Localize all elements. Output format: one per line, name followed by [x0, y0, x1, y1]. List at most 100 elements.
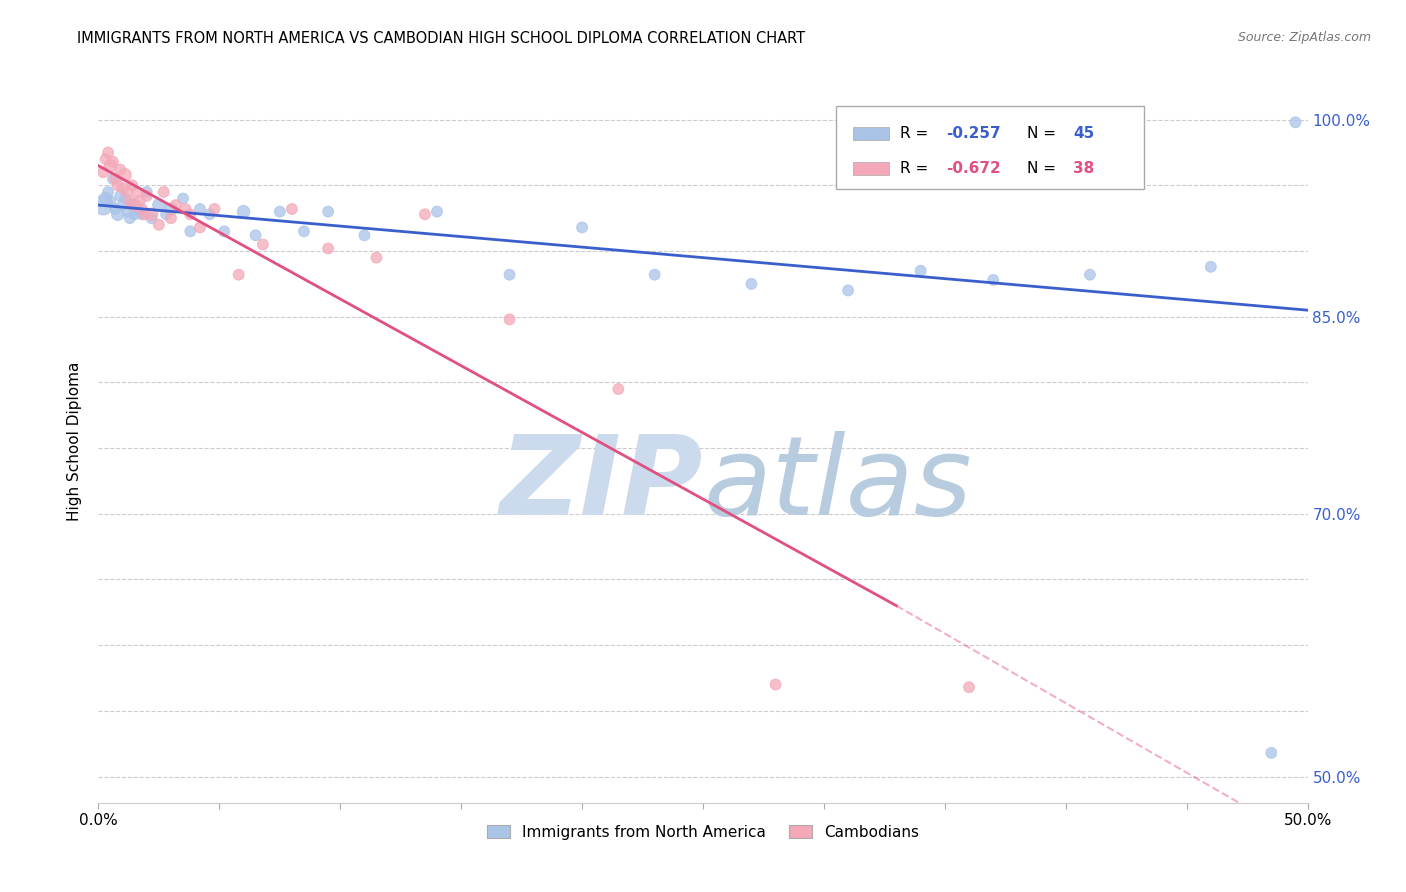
Point [124, 207, 146, 221]
Point [228, 268, 250, 282]
Point [100, 159, 122, 173]
Point [124, 198, 146, 212]
Point [252, 237, 274, 252]
Point [94, 192, 117, 206]
Point [94, 152, 117, 166]
Point [128, 194, 150, 208]
Point [107, 178, 129, 193]
Point [127, 202, 149, 216]
Point [141, 211, 163, 226]
Point [198, 207, 221, 221]
Point [148, 198, 170, 212]
Point [111, 181, 134, 195]
Text: Source: ZipAtlas.com: Source: ZipAtlas.com [1237, 31, 1371, 45]
Point [316, 242, 339, 256]
Point [1199, 260, 1222, 274]
Point [104, 171, 127, 186]
Point [160, 211, 183, 226]
Point [101, 171, 124, 186]
Point [135, 189, 157, 203]
Point [107, 207, 129, 221]
Point [101, 154, 124, 169]
Point [353, 228, 375, 243]
Text: R =: R = [900, 161, 934, 176]
Point [100, 194, 122, 208]
Point [117, 204, 139, 219]
Point [837, 284, 859, 298]
Point [981, 273, 1004, 287]
Point [165, 198, 187, 212]
Point [1078, 268, 1101, 282]
FancyBboxPatch shape [837, 105, 1144, 189]
Point [91, 165, 114, 179]
Point [148, 218, 170, 232]
Point [188, 202, 211, 216]
Legend: Immigrants from North America, Cambodians: Immigrants from North America, Cambodian… [481, 819, 925, 846]
Point [179, 207, 201, 221]
Point [292, 224, 315, 238]
Text: N =: N = [1026, 161, 1062, 176]
Point [114, 168, 136, 182]
Point [108, 189, 131, 203]
Point [740, 277, 762, 291]
Text: IMMIGRANTS FROM NORTH AMERICA VS CAMBODIAN HIGH SCHOOL DIPLOMA CORRELATION CHART: IMMIGRANTS FROM NORTH AMERICA VS CAMBODI… [77, 31, 806, 46]
Text: R =: R = [900, 126, 934, 141]
Point [765, 677, 787, 691]
Point [644, 268, 666, 282]
Point [245, 228, 267, 243]
Point [607, 382, 630, 396]
Point [571, 220, 593, 235]
Point [174, 202, 197, 216]
Point [957, 680, 980, 694]
Text: ZIP: ZIP [499, 432, 703, 539]
Point [127, 185, 149, 199]
Point [172, 192, 194, 206]
Point [97, 145, 120, 160]
Point [91, 198, 114, 212]
Point [212, 224, 235, 238]
Point [135, 185, 157, 199]
Point [97, 185, 120, 199]
Text: N =: N = [1026, 126, 1062, 141]
Point [160, 202, 183, 216]
Point [141, 207, 163, 221]
Point [108, 162, 131, 177]
Point [152, 185, 174, 199]
Point [316, 204, 339, 219]
Point [117, 185, 139, 199]
Text: atlas: atlas [703, 432, 972, 539]
Y-axis label: High School Diploma: High School Diploma [67, 362, 83, 521]
Point [179, 224, 201, 238]
Point [131, 202, 153, 216]
Text: 38: 38 [1073, 161, 1094, 176]
Point [269, 204, 291, 219]
Point [366, 251, 388, 265]
Point [426, 204, 449, 219]
Point [131, 207, 153, 221]
Point [204, 202, 226, 216]
Point [114, 192, 136, 206]
Point [128, 204, 150, 219]
Point [188, 220, 211, 235]
Text: 45: 45 [1073, 126, 1094, 141]
Point [121, 178, 143, 193]
Point [134, 207, 156, 221]
Point [121, 198, 143, 212]
Point [155, 207, 177, 221]
Point [104, 202, 127, 216]
Point [413, 207, 436, 221]
Point [498, 312, 520, 326]
Point [1260, 746, 1282, 760]
Point [232, 204, 254, 219]
Point [281, 202, 304, 216]
Point [118, 211, 141, 226]
Point [111, 198, 134, 212]
Point [1284, 115, 1306, 129]
Text: -0.257: -0.257 [946, 126, 1001, 141]
Text: -0.672: -0.672 [946, 161, 1001, 176]
Point [118, 194, 141, 208]
Point [498, 268, 520, 282]
FancyBboxPatch shape [853, 127, 889, 140]
Point [910, 264, 932, 278]
FancyBboxPatch shape [853, 161, 889, 175]
